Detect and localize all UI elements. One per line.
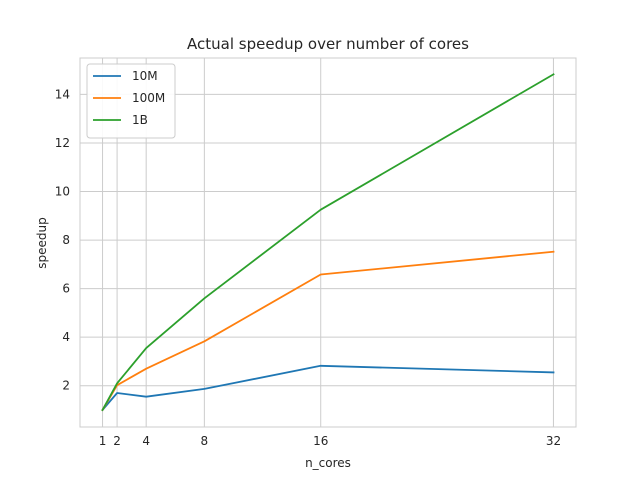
- y-tick-labels: 2 4 6 8 10 12 14: [55, 87, 70, 392]
- x-tick-label: 32: [546, 434, 561, 448]
- legend-label: 10M: [132, 69, 158, 83]
- x-tick-label: 2: [113, 434, 121, 448]
- y-tick-label: 8: [62, 233, 70, 247]
- plot-frame: [79, 57, 577, 428]
- y-tick-label: 12: [55, 136, 70, 150]
- chart-title: Actual speedup over number of cores: [187, 35, 469, 53]
- legend-label: 1B: [132, 113, 148, 127]
- legend: 10M 100M 1B: [86, 63, 176, 139]
- series-line-1b: [101, 73, 555, 412]
- y-tick-label: 2: [62, 379, 70, 393]
- y-tick-label: 6: [62, 282, 70, 296]
- x-tick-label: 1: [99, 434, 107, 448]
- y-axis-label: speedup: [35, 217, 49, 268]
- x-tick-label: 16: [313, 434, 328, 448]
- y-tick-label: 10: [55, 185, 70, 199]
- y-tick-label: 14: [55, 87, 70, 101]
- series-lines: [101, 73, 555, 412]
- x-tick-label: 4: [142, 434, 150, 448]
- x-axis-label: n_cores: [305, 456, 351, 470]
- y-tick-label: 4: [62, 330, 70, 344]
- series-line-10m: [101, 364, 555, 412]
- series-line-100m: [101, 250, 555, 412]
- x-tick-label: 8: [201, 434, 209, 448]
- x-tick-labels: 1 2 4 8 16 32: [99, 434, 561, 448]
- legend-label: 100M: [132, 91, 165, 105]
